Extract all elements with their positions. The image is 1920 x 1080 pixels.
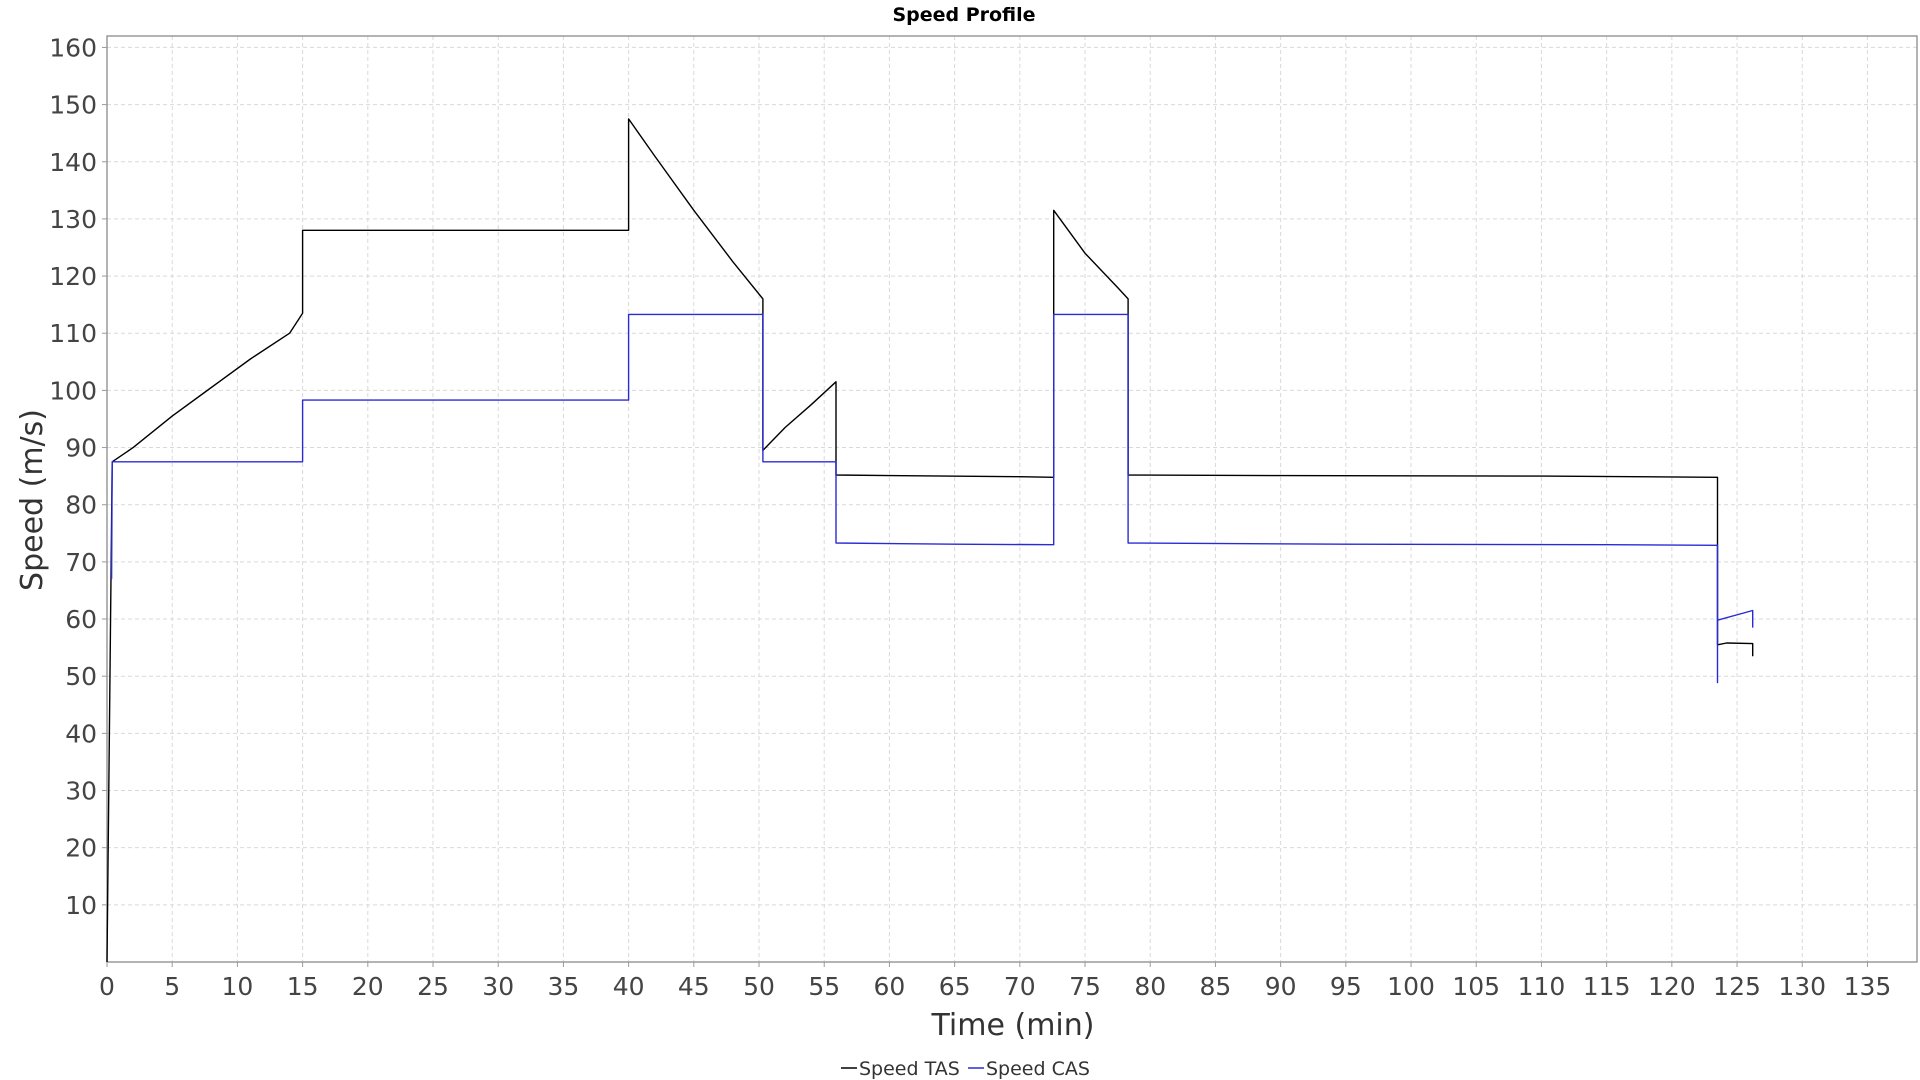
y-tick-label: 80 <box>65 491 97 520</box>
x-tick-label: 75 <box>1069 972 1101 1001</box>
legend-label-speed-tas: Speed TAS <box>859 1058 960 1080</box>
series-layer <box>106 118 1754 963</box>
x-tick-label: 10 <box>221 972 253 1001</box>
x-tick-label: 100 <box>1387 972 1435 1001</box>
y-axis-label: Speed (m/s) <box>15 409 50 591</box>
y-tick-label: 100 <box>49 376 97 405</box>
y-tick-label: 20 <box>65 834 97 863</box>
y-tick-label: 110 <box>49 319 97 348</box>
x-tick-label: 105 <box>1452 972 1500 1001</box>
y-tick-label: 30 <box>65 777 97 806</box>
x-tick-label: 35 <box>548 972 580 1001</box>
series-line-speed-cas <box>110 313 1719 684</box>
y-tick-label: 90 <box>65 434 97 463</box>
grid-layer <box>106 36 1917 962</box>
x-tick-label: 130 <box>1778 972 1826 1001</box>
x-tick-label: 120 <box>1648 972 1696 1001</box>
legend-label-speed-cas: Speed CAS <box>986 1058 1090 1080</box>
x-tick-label: 85 <box>1200 972 1232 1001</box>
y-tick-label: 130 <box>49 205 97 234</box>
x-tick-label: 30 <box>482 972 514 1001</box>
x-tick-label: 60 <box>874 972 906 1001</box>
series-line-speed-cas <box>1717 609 1754 628</box>
x-tick-label: 5 <box>164 972 180 1001</box>
y-tick-label: 10 <box>65 891 97 920</box>
tick-label-layer: 0 5 10 15 20 25 30 35 40 45 50 55 60 65 70 75 80 85 90 95 10… <box>49 33 1891 1001</box>
y-tick-label: 60 <box>65 605 97 634</box>
legend: Speed TAS Speed CAS <box>841 1058 1090 1080</box>
x-tick-label: 125 <box>1713 972 1761 1001</box>
x-tick-label: 50 <box>743 972 775 1001</box>
plot-area-frame <box>106 35 1918 963</box>
y-tick-label: 120 <box>49 262 97 291</box>
y-tick-label: 40 <box>65 719 97 748</box>
y-tick-label: 150 <box>49 91 97 120</box>
x-tick-label: 20 <box>352 972 384 1001</box>
x-tick-label: 70 <box>1004 972 1036 1001</box>
x-tick-label: 110 <box>1518 972 1566 1001</box>
x-tick-label: 0 <box>99 972 115 1001</box>
x-tick-label: 95 <box>1330 972 1362 1001</box>
x-tick-label: 115 <box>1583 972 1631 1001</box>
x-tick-label: 65 <box>939 972 971 1001</box>
x-tick-label: 55 <box>808 972 840 1001</box>
x-tick-label: 90 <box>1265 972 1297 1001</box>
chart-title: Speed Profile <box>892 4 1035 26</box>
x-axis-label: Time (min) <box>931 1008 1095 1043</box>
series-line-speed-tas <box>106 118 1719 963</box>
y-tick-label: 160 <box>49 33 97 62</box>
y-tick-label: 50 <box>65 662 97 691</box>
x-tick-label: 45 <box>678 972 710 1001</box>
y-tick-label: 70 <box>65 548 97 577</box>
x-tick-label: 25 <box>417 972 449 1001</box>
x-tick-label: 135 <box>1844 972 1892 1001</box>
x-tick-label: 15 <box>287 972 319 1001</box>
series-line-speed-tas <box>1717 642 1754 657</box>
x-tick-label: 40 <box>613 972 645 1001</box>
x-tick-label: 80 <box>1134 972 1166 1001</box>
y-tick-label: 140 <box>49 148 97 177</box>
